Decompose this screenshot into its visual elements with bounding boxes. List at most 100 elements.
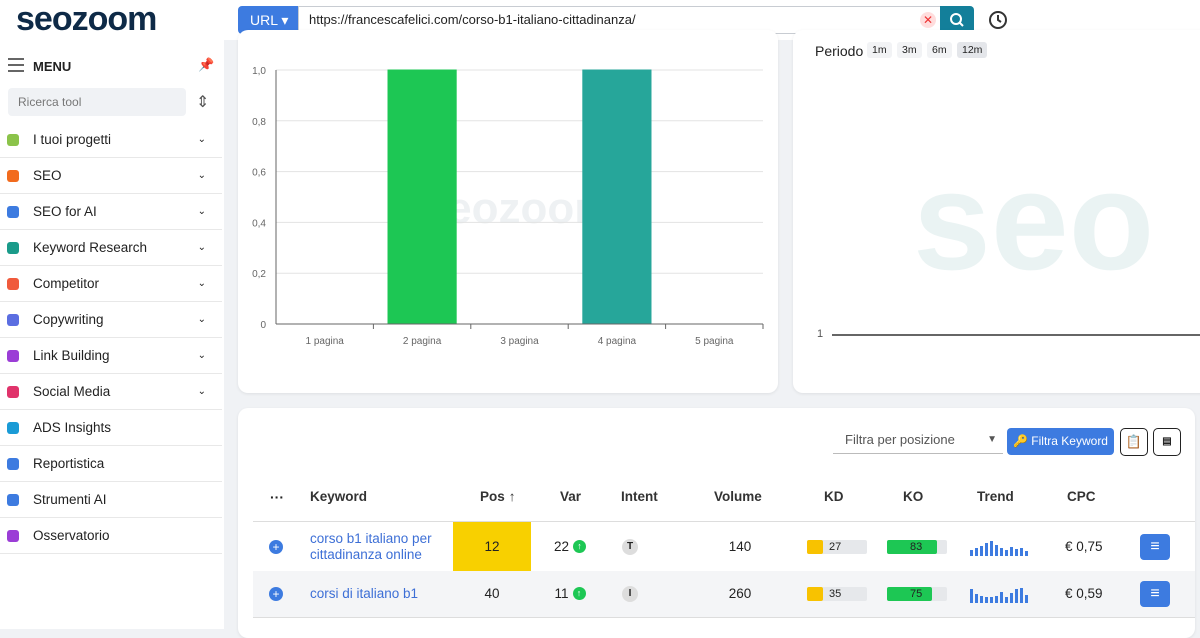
- url-mode[interactable]: URL ▾: [238, 6, 298, 34]
- menu-item[interactable]: SEO ⌄: [0, 158, 222, 194]
- chevron: ⌄: [197, 206, 206, 217]
- expand-button[interactable]: +: [269, 587, 283, 601]
- position: 40: [484, 586, 500, 601]
- expand-button[interactable]: +: [269, 539, 283, 554]
- trend-bar: [1025, 550, 1028, 556]
- menu-label: Competitor: [33, 276, 100, 291]
- trend-bar: [990, 597, 993, 603]
- trend-bar: [975, 594, 978, 603]
- bar: [387, 69, 457, 325]
- period-button[interactable]: 3m: [897, 42, 922, 58]
- variation-value: 11: [554, 586, 569, 601]
- table-row: [253, 571, 1195, 618]
- sidebar: [0, 40, 224, 629]
- trend-bar: [1015, 548, 1018, 556]
- trend-bar: [995, 544, 998, 556]
- action-button[interactable]: ≡: [1140, 533, 1170, 560]
- period-button[interactable]: 12m: [957, 42, 988, 58]
- column-header: CPC: [1067, 489, 1096, 504]
- chart-card: seozoom 0 0,2 0,4 0,6 0,8 1,0 1 pagina 2 pagina 3…: [238, 30, 778, 393]
- menu-item[interactable]: Keyword Research ⌄: [0, 230, 222, 266]
- chevron: ⌄: [197, 134, 206, 145]
- up-icon: ↑: [573, 539, 587, 553]
- menu-label: Link Building: [33, 348, 110, 363]
- menu-item[interactable]: Social Media ⌄: [0, 374, 222, 410]
- bar: [582, 69, 652, 325]
- menu-item[interactable]: Reportistica: [0, 446, 222, 482]
- chevron: ⌄: [197, 350, 206, 361]
- column-label: Trend: [977, 489, 1014, 504]
- export-button[interactable]: ▤: [1153, 428, 1181, 456]
- tool-search[interactable]: Ricerca tool: [8, 88, 186, 116]
- url-mode-label: URL: [250, 12, 278, 28]
- trend-bar: [1000, 547, 1003, 556]
- kd-value: 27: [829, 540, 842, 553]
- column-header: Trend: [977, 489, 1014, 504]
- menu-label: ADS Insights: [33, 420, 112, 435]
- clear-button[interactable]: ✕: [920, 12, 936, 28]
- keyword-link[interactable]: corso b1 italiano per cittadinanza onlin…: [310, 530, 432, 562]
- period-button[interactable]: 6m: [927, 42, 952, 58]
- menu-item[interactable]: Competitor ⌄: [0, 266, 222, 302]
- trend-bar: [985, 597, 988, 603]
- kd-value: 35: [829, 588, 842, 600]
- menu-label: Osservatorio: [33, 528, 110, 543]
- url-text: https://francescafelici.com/corso-b1-ita…: [309, 12, 636, 27]
- action-button[interactable]: ≡: [1140, 581, 1170, 607]
- menu-label: Strumenti AI: [33, 492, 107, 507]
- logo[interactable]: seozoom: [16, 0, 157, 38]
- history-icon[interactable]: [986, 8, 1010, 32]
- period-label: Periodo: [815, 43, 864, 59]
- y-tick-label: 1,0: [252, 66, 266, 77]
- menu-item[interactable]: Link Building ⌄: [0, 338, 222, 374]
- url-input[interactable]: https://francescafelici.com/corso-b1-ita…: [298, 6, 942, 34]
- column-header[interactable]: Pos ↑: [480, 489, 516, 504]
- trend-bar: [985, 542, 988, 556]
- x-tick-label: 2 pagina: [403, 336, 442, 347]
- hamburger[interactable]: [8, 58, 24, 72]
- menu-item[interactable]: Osservatorio: [0, 518, 222, 554]
- menu-item[interactable]: SEO for AI ⌄: [0, 194, 222, 230]
- y-tick-label: 0,6: [252, 168, 266, 179]
- menu-label: Copywriting: [33, 312, 104, 327]
- menu-item[interactable]: Strumenti AI: [0, 482, 222, 518]
- divider: [253, 521, 1195, 522]
- menu-item[interactable]: ADS Insights: [0, 410, 222, 446]
- up-icon: ↑: [572, 587, 586, 600]
- cpc: € 0,75: [1065, 538, 1103, 554]
- move-icon[interactable]: ⇕: [196, 94, 210, 111]
- volume: 260: [728, 586, 752, 601]
- column-label: Intent: [621, 489, 658, 504]
- search-icon: [950, 13, 964, 27]
- y-tick-label: 0,4: [252, 218, 266, 229]
- x-tick-label: 5 pagina: [695, 336, 734, 347]
- menu-label: Reportistica: [33, 456, 105, 471]
- pin-icon[interactable]: 📌: [198, 57, 215, 72]
- filter-button[interactable]: 🔑 Filtra Keyword: [1007, 428, 1114, 455]
- period-button[interactable]: 1m: [867, 42, 892, 58]
- x-tick-label: 1 pagina: [306, 336, 345, 347]
- y-tick-label: 0,2: [252, 269, 266, 280]
- trend-bar: [970, 589, 973, 603]
- trend-bar: [1015, 589, 1018, 603]
- keyword-link[interactable]: corsi di italiano b1: [310, 586, 419, 601]
- copy-button[interactable]: 📋: [1120, 428, 1148, 456]
- column-label: Keyword: [310, 489, 368, 504]
- pos-highlight: [453, 522, 531, 571]
- axis-line: [832, 334, 1200, 336]
- menu-label: SEO for AI: [33, 204, 97, 219]
- more-icon[interactable]: ···: [270, 489, 284, 505]
- ko-value: 75: [910, 588, 923, 600]
- position-filter[interactable]: Filtra per posizione ▼: [833, 426, 1003, 454]
- menu-item[interactable]: I tuoi progetti ⌄: [0, 122, 222, 158]
- chevron: ⌄: [197, 278, 206, 289]
- column-header: Var: [560, 489, 581, 504]
- trend-card: seo Periodo 1m 3m 6m 12m 1: [793, 30, 1200, 393]
- trend-bar: [1010, 546, 1013, 556]
- menu-icon: [7, 529, 19, 542]
- search-button[interactable]: [940, 6, 974, 34]
- menu-icon: [7, 241, 19, 254]
- menu-item[interactable]: Copywriting ⌄: [0, 302, 222, 338]
